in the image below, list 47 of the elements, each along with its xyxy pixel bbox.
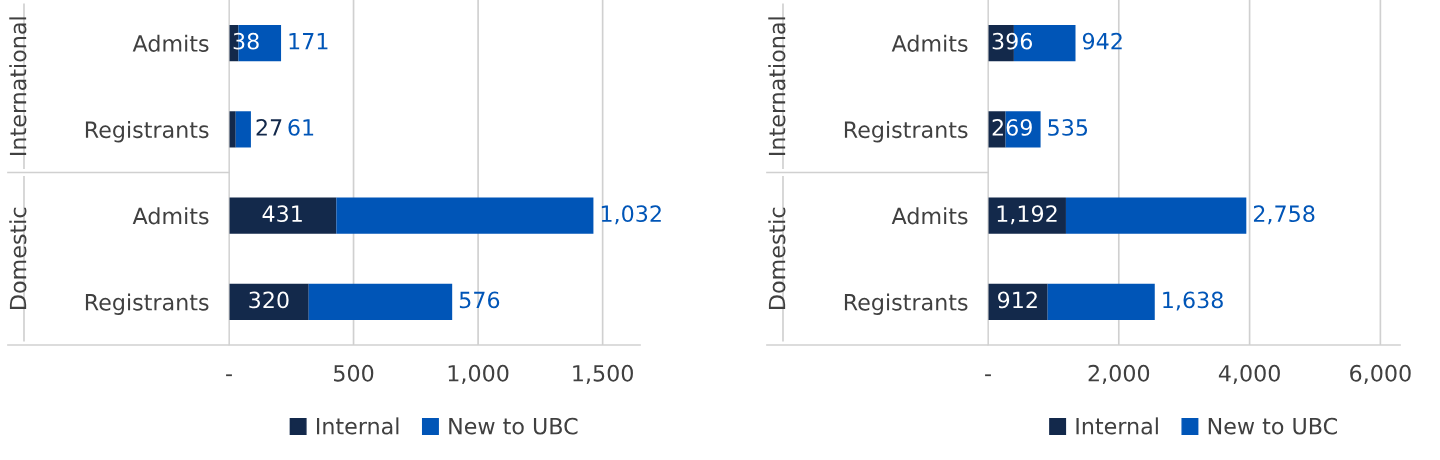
y-tick-label: Registrants <box>85 120 209 143</box>
x-tick-label: 1,500 <box>573 364 633 384</box>
data-label: 27 <box>256 119 282 136</box>
y-tick-label: Registrants <box>844 120 968 143</box>
y-tick-label: Admits <box>132 34 209 52</box>
text: Domestic <box>768 207 786 309</box>
text: International <box>768 17 786 155</box>
y-tick-label: Admits <box>891 207 968 225</box>
data-label: 171 <box>289 33 328 50</box>
data-label: 535 <box>1048 119 1088 136</box>
bar <box>336 197 594 234</box>
legend-label: New to UBC <box>1208 417 1337 435</box>
bar <box>1065 197 1247 234</box>
bar <box>235 111 251 148</box>
text: Domestic <box>9 207 27 309</box>
data-label: 576 <box>459 291 500 309</box>
data-label: 1,192 <box>997 205 1057 225</box>
data-label: 1,638 <box>1163 291 1223 311</box>
data-label: 61 <box>288 119 314 136</box>
legend-label: Internal <box>316 417 399 435</box>
y-tick-label: Admits <box>891 34 968 52</box>
text: International <box>9 17 27 155</box>
data-label: 38 <box>233 32 259 50</box>
x-tick-label: 4,000 <box>1218 364 1280 384</box>
bar <box>1047 283 1155 320</box>
y-tick-label: Admits <box>132 207 209 225</box>
data-label: 269 <box>992 119 1032 136</box>
data-label: 320 <box>249 291 289 309</box>
data-label: 2,758 <box>1253 205 1315 225</box>
legend-label: Internal <box>1076 417 1158 435</box>
x-tick-label: 1,000 <box>448 364 509 384</box>
x-tick-label: - <box>226 374 232 377</box>
data-label: 396 <box>992 32 1033 50</box>
x-tick-label: 2,000 <box>1088 364 1150 384</box>
bar <box>229 283 309 320</box>
data-label: 1,032 <box>601 205 661 225</box>
x-tick-label: 500 <box>334 364 374 382</box>
x-tick-label: - <box>985 374 991 377</box>
y-tick-label: Registrants <box>844 293 968 315</box>
data-label: 942 <box>1082 32 1122 50</box>
x-tick-label: 6,000 <box>1350 364 1411 384</box>
data-label: 431 <box>262 205 302 223</box>
y-tick-label: Registrants <box>85 293 209 315</box>
bar <box>308 283 453 320</box>
bar <box>229 197 337 234</box>
legend-label: New to UBC <box>449 417 578 435</box>
data-label: 912 <box>998 291 1037 309</box>
